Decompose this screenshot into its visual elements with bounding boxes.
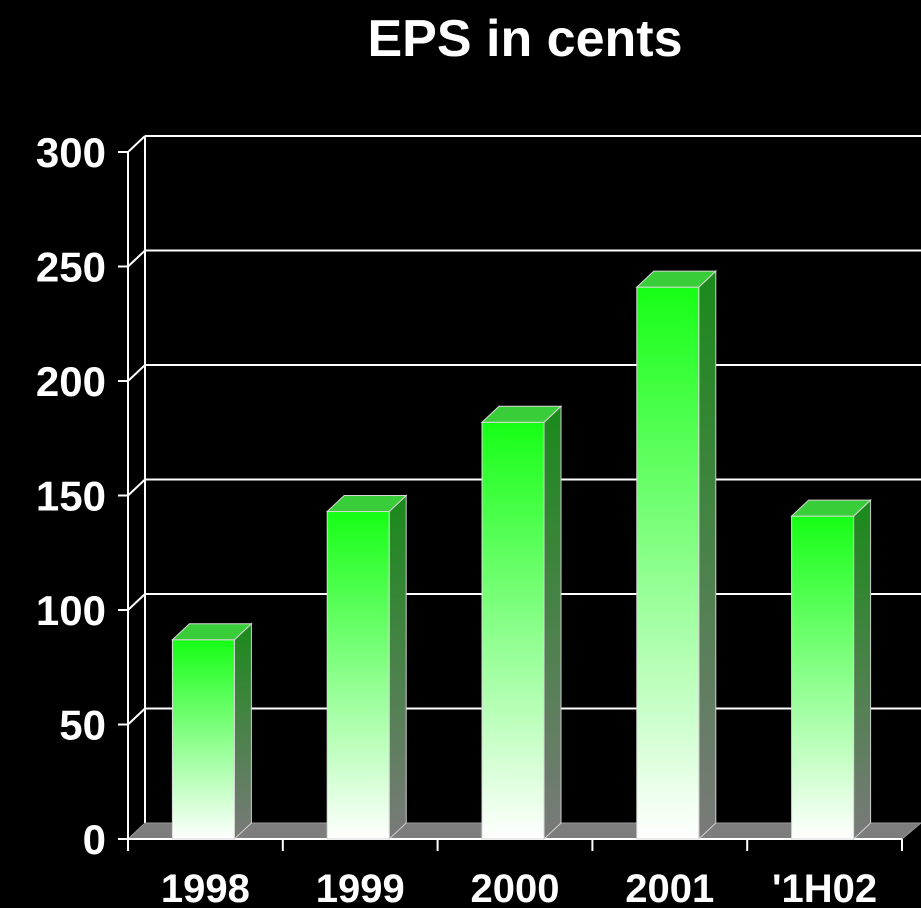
x-tick-label-3: 2001 <box>625 867 714 908</box>
gridline-wall-6 <box>127 135 146 153</box>
bar-side-0 <box>233 622 252 841</box>
bars <box>171 269 872 841</box>
bar-2000 <box>480 405 563 841</box>
x-tick-label-4: '1H02 <box>772 867 877 908</box>
bar-1999 <box>325 494 408 841</box>
x-tick-labels: 1998 1999 2000 2001 '1H02 <box>161 867 877 908</box>
bar-side-3 <box>698 269 717 841</box>
y-tick-label-6: 300 <box>36 129 106 176</box>
bar-side-1 <box>388 494 407 841</box>
y-tick-label-1: 50 <box>59 702 106 749</box>
y-tick-labels: 0 50 100 150 200 250 300 <box>36 129 106 863</box>
bar-cap-1 <box>325 495 408 513</box>
y-tick-label-2: 100 <box>36 587 106 634</box>
bar-cap-4 <box>790 499 872 517</box>
bar-front-1 <box>326 511 390 840</box>
bar-cap-2 <box>480 405 563 423</box>
y-tick-label-0: 0 <box>83 816 106 863</box>
bar-front-3 <box>636 286 700 840</box>
bar-cap-0 <box>171 623 253 641</box>
x-tick-label-0: 1998 <box>161 867 250 908</box>
bar-1H02 <box>790 498 872 841</box>
bar-2001 <box>635 269 718 841</box>
y-tick-label-4: 200 <box>36 358 106 405</box>
gridline-wall-1 <box>127 707 146 726</box>
gridline-wall-2 <box>127 593 146 611</box>
bar-front-2 <box>481 421 545 840</box>
y-tick-label-3: 150 <box>36 473 106 520</box>
gridline-wall-4 <box>127 364 146 382</box>
bar-1998 <box>171 622 253 841</box>
x-tick-label-2: 2000 <box>471 867 560 908</box>
bar-side-2 <box>543 405 562 841</box>
chart-title: EPS in cents <box>368 10 683 68</box>
y-tick-label-5: 250 <box>36 244 106 291</box>
bar-front-0 <box>171 639 235 840</box>
bar-side-4 <box>853 498 872 841</box>
bar-cap-3 <box>635 270 718 288</box>
x-tick-label-1: 1999 <box>316 867 405 908</box>
gridline-wall-3 <box>127 478 146 497</box>
gridline-wall-5 <box>127 249 146 268</box>
bar-front-4 <box>791 515 855 840</box>
